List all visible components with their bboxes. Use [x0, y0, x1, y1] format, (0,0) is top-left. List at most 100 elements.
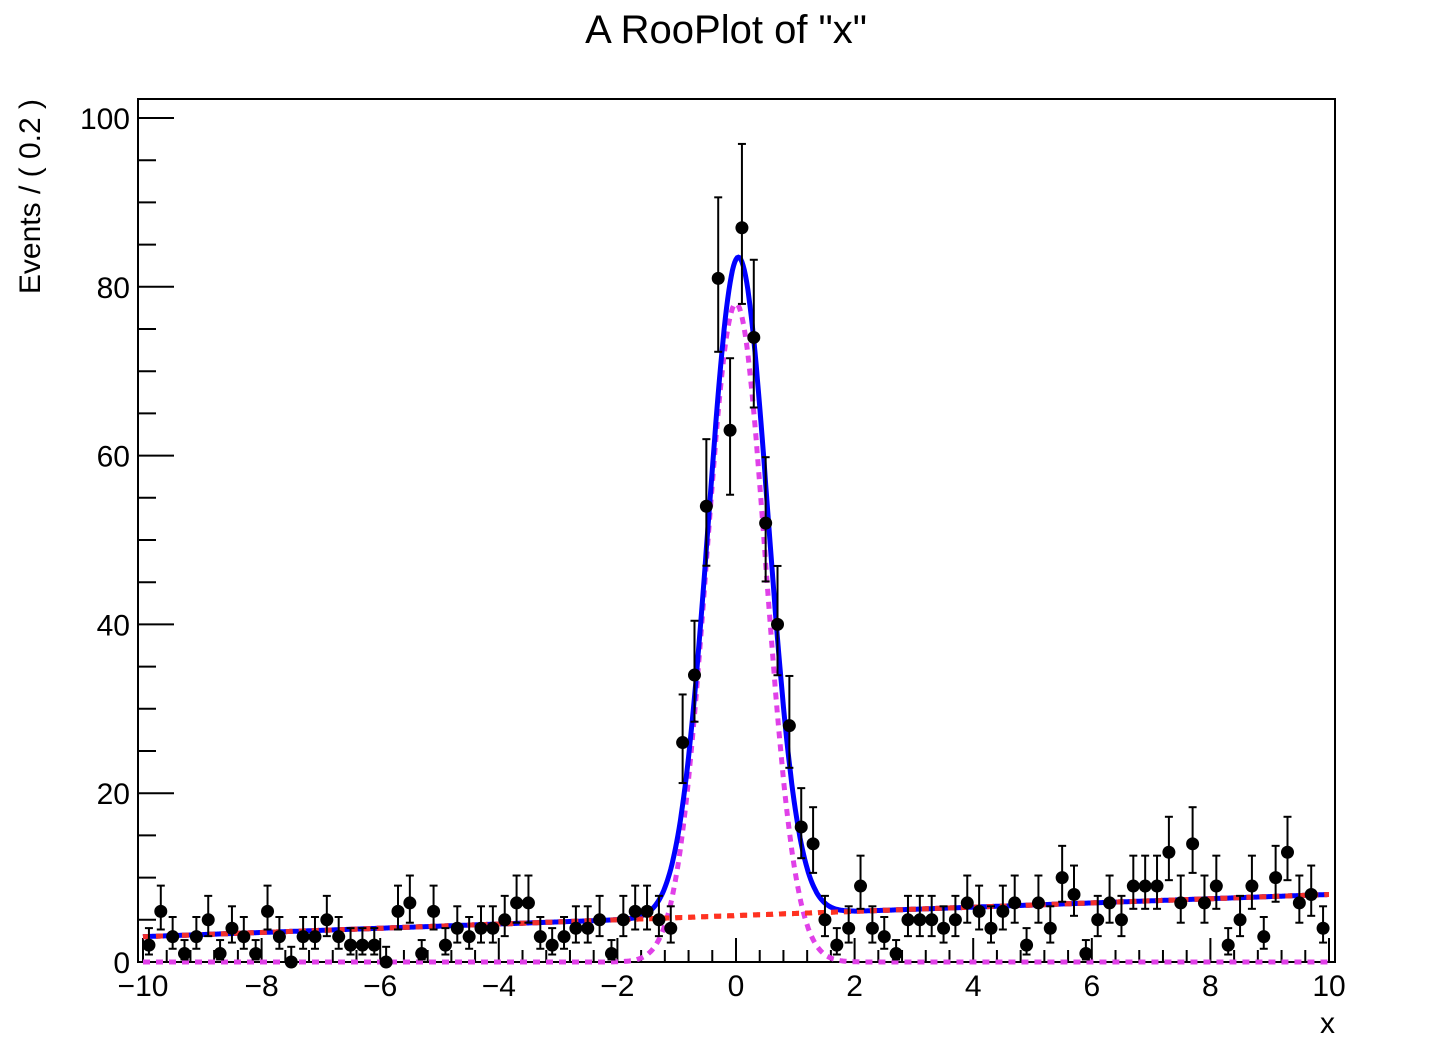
data-marker: [960, 896, 974, 910]
data-marker: [1233, 913, 1247, 927]
data-marker: [794, 820, 808, 834]
data-point: [687, 619, 701, 723]
y-tick-label: 40: [97, 609, 130, 642]
data-marker: [1043, 921, 1057, 935]
data-marker: [604, 947, 618, 961]
data-point: [474, 905, 488, 944]
data-point: [450, 905, 464, 944]
data-marker: [486, 921, 500, 935]
x-tick-label: 0: [728, 970, 745, 1003]
data-point: [1138, 854, 1152, 910]
y-tick-label: 60: [97, 441, 130, 474]
data-marker: [1162, 845, 1176, 859]
data-point: [735, 142, 749, 305]
data-point: [711, 196, 725, 353]
data-point: [972, 884, 986, 931]
data-marker: [427, 904, 441, 918]
data-marker: [355, 938, 369, 952]
data-marker: [1150, 879, 1164, 893]
data-marker: [1126, 879, 1140, 893]
data-marker: [806, 837, 820, 851]
data-point: [201, 894, 215, 938]
data-marker: [818, 913, 832, 927]
data-marker: [296, 930, 310, 944]
data-point: [510, 874, 524, 924]
data-marker: [640, 904, 654, 918]
data-marker: [771, 617, 785, 631]
data-point: [937, 905, 951, 944]
data-marker: [379, 955, 393, 969]
data-point: [403, 874, 417, 924]
data-point: [960, 874, 974, 924]
data-point: [1043, 905, 1057, 944]
data-marker: [201, 913, 215, 927]
data-point: [818, 894, 832, 938]
data-marker: [1257, 930, 1271, 944]
data-marker: [687, 668, 701, 682]
data-point: [996, 884, 1010, 931]
data-marker: [1316, 921, 1330, 935]
data-marker: [913, 913, 927, 927]
data-point: [1150, 854, 1164, 910]
data-marker: [225, 921, 239, 935]
data-marker: [142, 938, 156, 952]
data-point: [865, 905, 879, 944]
data-marker: [261, 904, 275, 918]
data-marker: [1103, 896, 1117, 910]
data-marker: [747, 330, 761, 344]
data-point: [699, 438, 713, 567]
data-marker: [438, 938, 452, 952]
data-point: [1055, 844, 1069, 903]
data-marker: [877, 930, 891, 944]
data-point: [604, 939, 618, 961]
data-point: [1245, 854, 1259, 910]
data-marker: [498, 913, 512, 927]
data-point: [296, 915, 310, 950]
data-marker: [830, 938, 844, 952]
data-marker: [189, 930, 203, 944]
data-marker: [166, 930, 180, 944]
data-point: [1114, 894, 1128, 938]
data-point: [1162, 815, 1176, 882]
data-marker: [403, 896, 417, 910]
data-point: [1020, 927, 1034, 956]
data-marker: [569, 921, 583, 935]
data-marker: [901, 913, 915, 927]
data-point: [830, 927, 844, 956]
data-marker: [415, 947, 429, 961]
data-marker: [593, 913, 607, 927]
data-point: [901, 894, 915, 938]
data-point: [1316, 905, 1330, 944]
data-point: [1197, 874, 1211, 924]
data-point: [1233, 894, 1247, 938]
data-marker: [735, 221, 749, 235]
data-marker: [972, 904, 986, 918]
data-point: [261, 884, 275, 931]
data-marker: [1114, 913, 1128, 927]
data-marker: [213, 947, 227, 961]
total-fit-curve: [142, 254, 1329, 940]
data-point: [533, 915, 547, 950]
data-point: [427, 884, 441, 931]
data-point: [723, 357, 737, 496]
data-point: [593, 894, 607, 938]
data-marker: [320, 913, 334, 927]
data-marker: [557, 930, 571, 944]
data-marker: [782, 719, 796, 733]
x-tick-label: 10: [1312, 970, 1345, 1003]
data-marker: [344, 938, 358, 952]
data-marker: [616, 913, 630, 927]
data-marker: [628, 904, 642, 918]
data-marker: [1280, 845, 1294, 859]
data-point: [355, 927, 369, 956]
data-point: [782, 674, 796, 769]
data-point: [640, 884, 654, 931]
data-point: [521, 874, 535, 924]
x-tick-label: −2: [600, 970, 634, 1003]
data-point: [166, 915, 180, 950]
data-point: [284, 945, 298, 969]
data-marker: [711, 271, 725, 285]
data-point: [806, 806, 820, 874]
data-point: [189, 915, 203, 950]
data-marker: [1197, 896, 1211, 910]
